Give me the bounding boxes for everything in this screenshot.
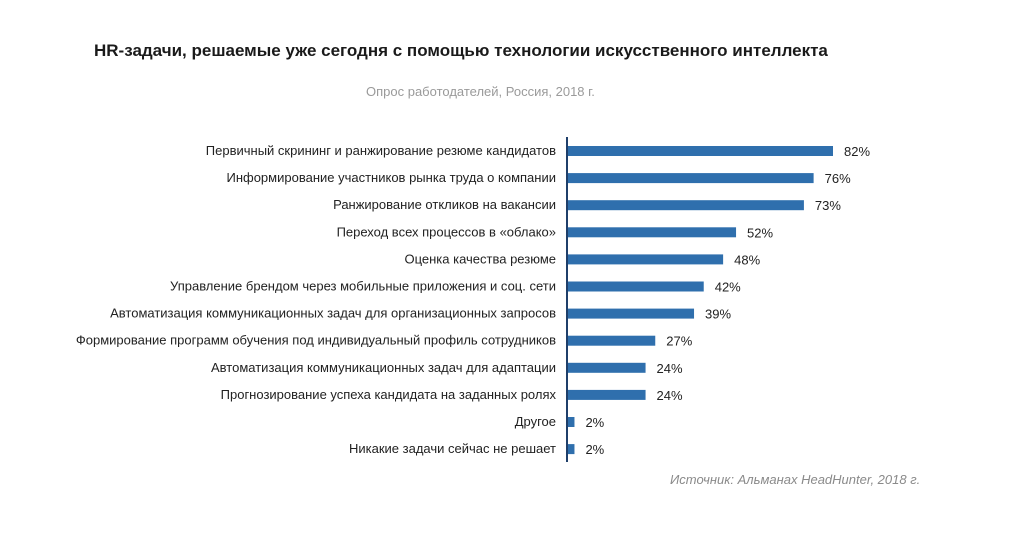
bar	[568, 308, 695, 319]
category-label: Прогнозирование успеха кандидата на зада…	[221, 387, 557, 402]
bar	[568, 281, 704, 292]
value-label: 82%	[844, 144, 870, 159]
value-label: 24%	[657, 388, 683, 403]
value-label: 48%	[734, 252, 760, 267]
value-label: 2%	[585, 415, 604, 430]
value-label: 24%	[657, 361, 683, 376]
value-label: 73%	[815, 198, 841, 213]
category-label: Автоматизация коммуникационных задач для…	[211, 360, 556, 375]
value-label: 52%	[747, 225, 773, 240]
category-label: Управление брендом через мобильные прило…	[170, 279, 556, 294]
category-label: Автоматизация коммуникационных задач для…	[110, 306, 556, 321]
bar	[568, 444, 575, 455]
category-label: Формирование программ обучения под индив…	[76, 333, 556, 348]
value-label: 39%	[705, 307, 731, 322]
category-label: Первичный скрининг и ранжирование резюме…	[206, 143, 556, 158]
bar	[568, 417, 575, 427]
bar	[568, 254, 724, 265]
chart-subtitle: Опрос работодателей, Россия, 2018 г.	[366, 84, 595, 99]
value-label: 27%	[666, 334, 692, 349]
bar	[568, 362, 646, 373]
chart-source: Источник: Альманах HeadHunter, 2018 г.	[670, 472, 921, 487]
chart-title: HR-задачи, решаемые уже сегодня с помощь…	[94, 41, 828, 60]
category-label: Оценка качества резюме	[404, 251, 556, 266]
category-label: Информирование участников рынка труда о …	[226, 170, 556, 185]
value-label: 76%	[825, 171, 851, 186]
bar	[568, 200, 804, 211]
value-label: 42%	[715, 280, 741, 295]
value-label: 2%	[585, 442, 604, 457]
bar	[568, 389, 646, 400]
category-label: Ранжирование откликов на вакансии	[333, 197, 556, 212]
bar	[568, 146, 833, 156]
bar	[568, 173, 814, 184]
category-label: Другое	[515, 414, 556, 429]
category-label: Никакие задачи сейчас не решает	[349, 441, 556, 456]
bar	[568, 227, 737, 238]
category-label: Переход всех процессов в «облако»	[337, 224, 556, 239]
bar	[568, 335, 656, 346]
